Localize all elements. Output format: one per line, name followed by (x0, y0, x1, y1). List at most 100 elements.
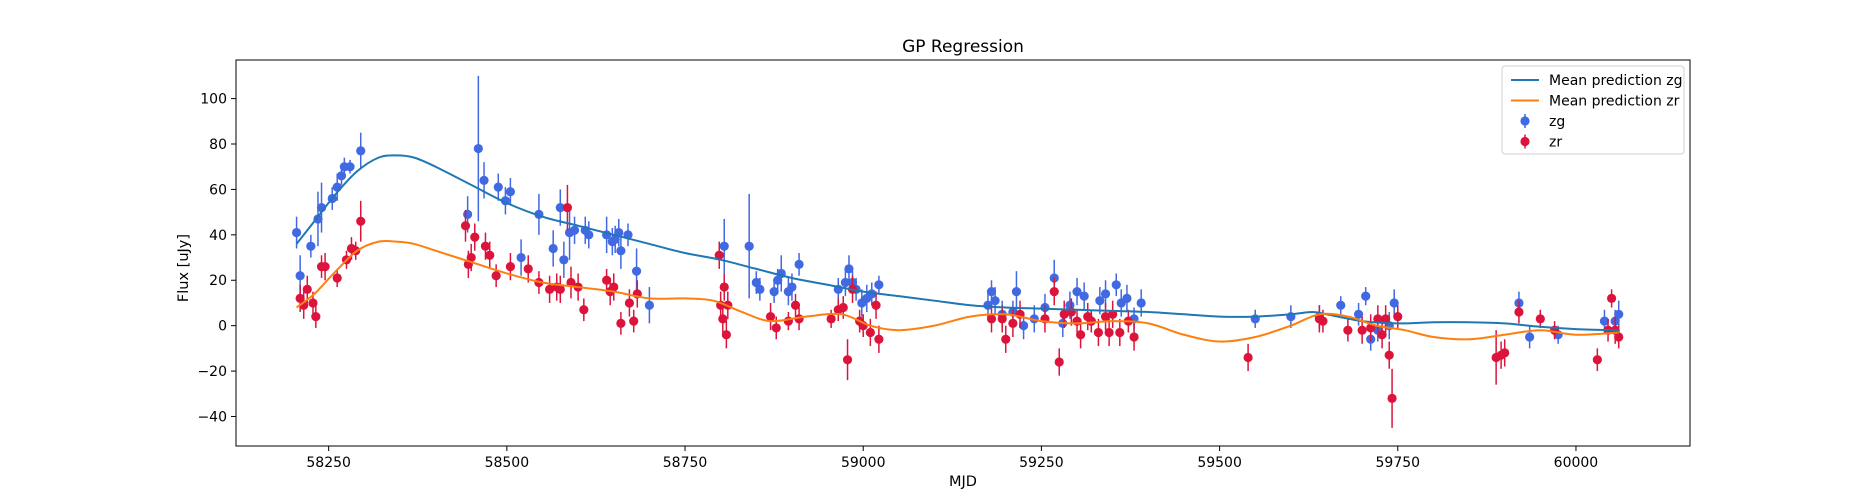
data-point-zr (460, 221, 471, 231)
data-point-zg (744, 241, 754, 251)
x-tick-label: 59750 (1376, 455, 1421, 471)
data-point-zg (559, 255, 569, 265)
data-point-zr (1381, 314, 1391, 324)
data-point-zr (616, 318, 626, 328)
data-point-zg (1525, 332, 1535, 342)
data-point-zr (790, 300, 801, 310)
y-tick-label: 0 (218, 319, 227, 335)
data-point-zg (479, 175, 489, 185)
data-point-zg (291, 227, 302, 238)
data-point-zr (311, 311, 321, 322)
data-point-zr (562, 202, 573, 213)
y-axis-label: Flux [uJy] (176, 234, 192, 302)
data-point-zr (714, 250, 724, 260)
y-tick-label: −20 (197, 364, 227, 380)
legend-marker-swatch (1520, 136, 1530, 147)
data-point-zr (1093, 327, 1104, 338)
x-tick-label: 58500 (485, 455, 530, 471)
data-point-zr (1108, 309, 1118, 319)
data-point-zr (579, 305, 589, 315)
data-point-zr (721, 330, 731, 340)
data-point-zr (1001, 334, 1011, 344)
data-point-zr (1535, 314, 1545, 324)
data-point-zg (610, 234, 620, 244)
y-tick-label: 20 (209, 273, 227, 289)
data-point-zg (616, 246, 626, 256)
legend-marker-swatch (1520, 116, 1530, 126)
data-point-zg (631, 266, 642, 276)
data-point-zg (493, 182, 503, 192)
data-point-zr (771, 323, 781, 333)
data-point-zg (1111, 280, 1121, 290)
data-point-zg (769, 287, 779, 297)
series-zg (291, 75, 1624, 351)
data-point-zr (719, 282, 729, 292)
data-point-zg (1100, 289, 1111, 299)
y-tick-label: −40 (197, 409, 227, 425)
data-point-zg (751, 277, 761, 288)
data-point-zg (1095, 296, 1105, 306)
data-point-zr (1115, 327, 1125, 338)
data-point-zr (629, 316, 639, 326)
data-point-zg (794, 259, 804, 269)
data-point-zr (1393, 311, 1403, 322)
data-point-zr (523, 264, 533, 274)
data-point-zr (1500, 348, 1510, 358)
data-point-zr (1387, 393, 1397, 403)
data-points-layer (291, 75, 1624, 428)
data-point-zg (548, 243, 558, 254)
x-tick-label: 59500 (1197, 455, 1242, 471)
data-point-zr (545, 284, 555, 294)
data-point-zg (1122, 293, 1132, 304)
data-point-zr (718, 314, 728, 324)
data-point-zg (644, 300, 654, 310)
y-tick-label: 60 (209, 182, 227, 198)
data-point-zg (787, 282, 797, 292)
data-point-zg (516, 252, 526, 263)
data-point-zg (1614, 309, 1624, 319)
data-point-zg (719, 241, 729, 251)
data-point-zr (624, 298, 635, 308)
data-point-zr (466, 252, 476, 263)
data-point-zr (1606, 293, 1617, 304)
data-point-zr (602, 275, 612, 285)
data-point-zr (838, 302, 848, 313)
mean-prediction-line (295, 239, 1619, 343)
data-point-zr (480, 241, 491, 251)
legend-label: zg (1549, 114, 1565, 130)
data-point-zr (491, 271, 501, 281)
data-point-zg (990, 296, 1000, 306)
data-point-zg (473, 143, 483, 154)
data-point-zg (1079, 291, 1089, 301)
chart-title: GP Regression (902, 37, 1024, 57)
data-point-zr (485, 250, 495, 260)
data-point-zg (569, 225, 580, 235)
data-point-zr (1243, 352, 1253, 363)
data-point-zr (302, 284, 312, 294)
legend: Mean prediction zg Mean prediction zr zg zr (1501, 65, 1685, 155)
data-point-zg (1599, 316, 1610, 326)
data-point-zg (986, 287, 997, 297)
data-point-zr (470, 232, 480, 242)
x-axis-label: MJD (949, 474, 977, 490)
data-point-zg (505, 187, 516, 197)
data-point-zr (826, 314, 836, 324)
series-zr (295, 184, 1624, 428)
data-point-zr (1129, 332, 1139, 342)
y-tick-label: 100 (200, 92, 227, 108)
data-point-zr (1377, 330, 1387, 340)
data-point-zg (1136, 298, 1146, 308)
legend-label: Mean prediction zg (1549, 73, 1683, 89)
data-point-zg (584, 230, 594, 240)
data-point-zg (356, 146, 366, 156)
data-point-zr (765, 311, 776, 322)
data-point-zg (1072, 287, 1082, 297)
mean-prediction-line (295, 154, 1619, 332)
data-point-zr (1373, 314, 1383, 324)
legend-label: zr (1549, 135, 1562, 151)
data-point-zr (566, 277, 576, 288)
data-point-zg (1361, 291, 1371, 301)
data-point-zr (356, 216, 366, 226)
data-point-zr (332, 273, 342, 283)
x-tick-label: 59250 (1019, 455, 1064, 471)
